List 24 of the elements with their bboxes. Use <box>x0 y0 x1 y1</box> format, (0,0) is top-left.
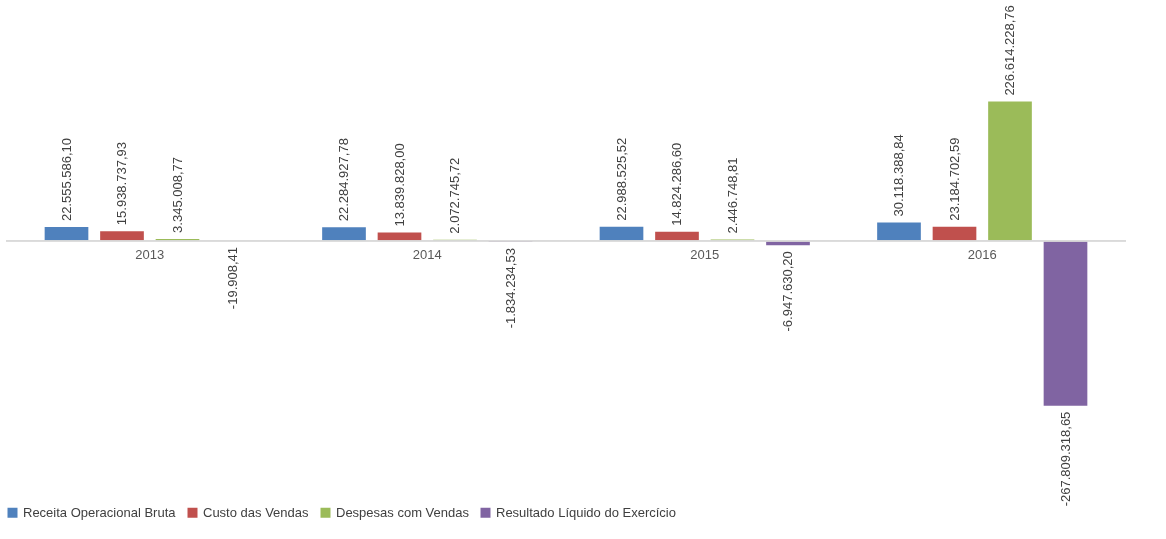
x-tick-label: 2016 <box>967 246 997 262</box>
data-label: 30.118.388,84 <box>891 134 906 217</box>
data-label: 2.446.748,81 <box>724 157 740 234</box>
legend-label: Custo das Vendas <box>203 504 310 520</box>
x-tick-label: 2015 <box>690 246 720 262</box>
data-label: -1.834.234,53 <box>502 248 518 329</box>
legend-label: Resultado Líquido do Exercício <box>496 504 676 520</box>
data-label: 23.184.702,59 <box>946 137 962 221</box>
x-tick-label: 2014 <box>412 246 442 262</box>
data-label: 226.614.228,76 <box>1002 5 1017 96</box>
legend-label: Receita Operacional Bruta <box>23 504 177 520</box>
x-tick-label: 2013 <box>135 246 165 262</box>
data-label: 3.345.008,77 <box>169 157 185 233</box>
data-label: 22.284.927,78 <box>336 138 351 222</box>
data-label: 22.988.525,52 <box>613 137 629 221</box>
legend-label: Despesas com Vendas <box>336 504 470 520</box>
data-label: -6.947.630,20 <box>780 251 795 332</box>
data-label: 2.072.745,72 <box>447 157 462 234</box>
data-label: 14.824.286,60 <box>669 142 684 226</box>
data-label: 22.555.586,10 <box>58 137 74 222</box>
data-label: -267.809.318,65 <box>1057 411 1073 507</box>
data-label: -19.908,41 <box>225 246 240 310</box>
data-label: 15.938.737,93 <box>114 142 129 226</box>
data-label: 13.839.828,00 <box>391 143 407 227</box>
